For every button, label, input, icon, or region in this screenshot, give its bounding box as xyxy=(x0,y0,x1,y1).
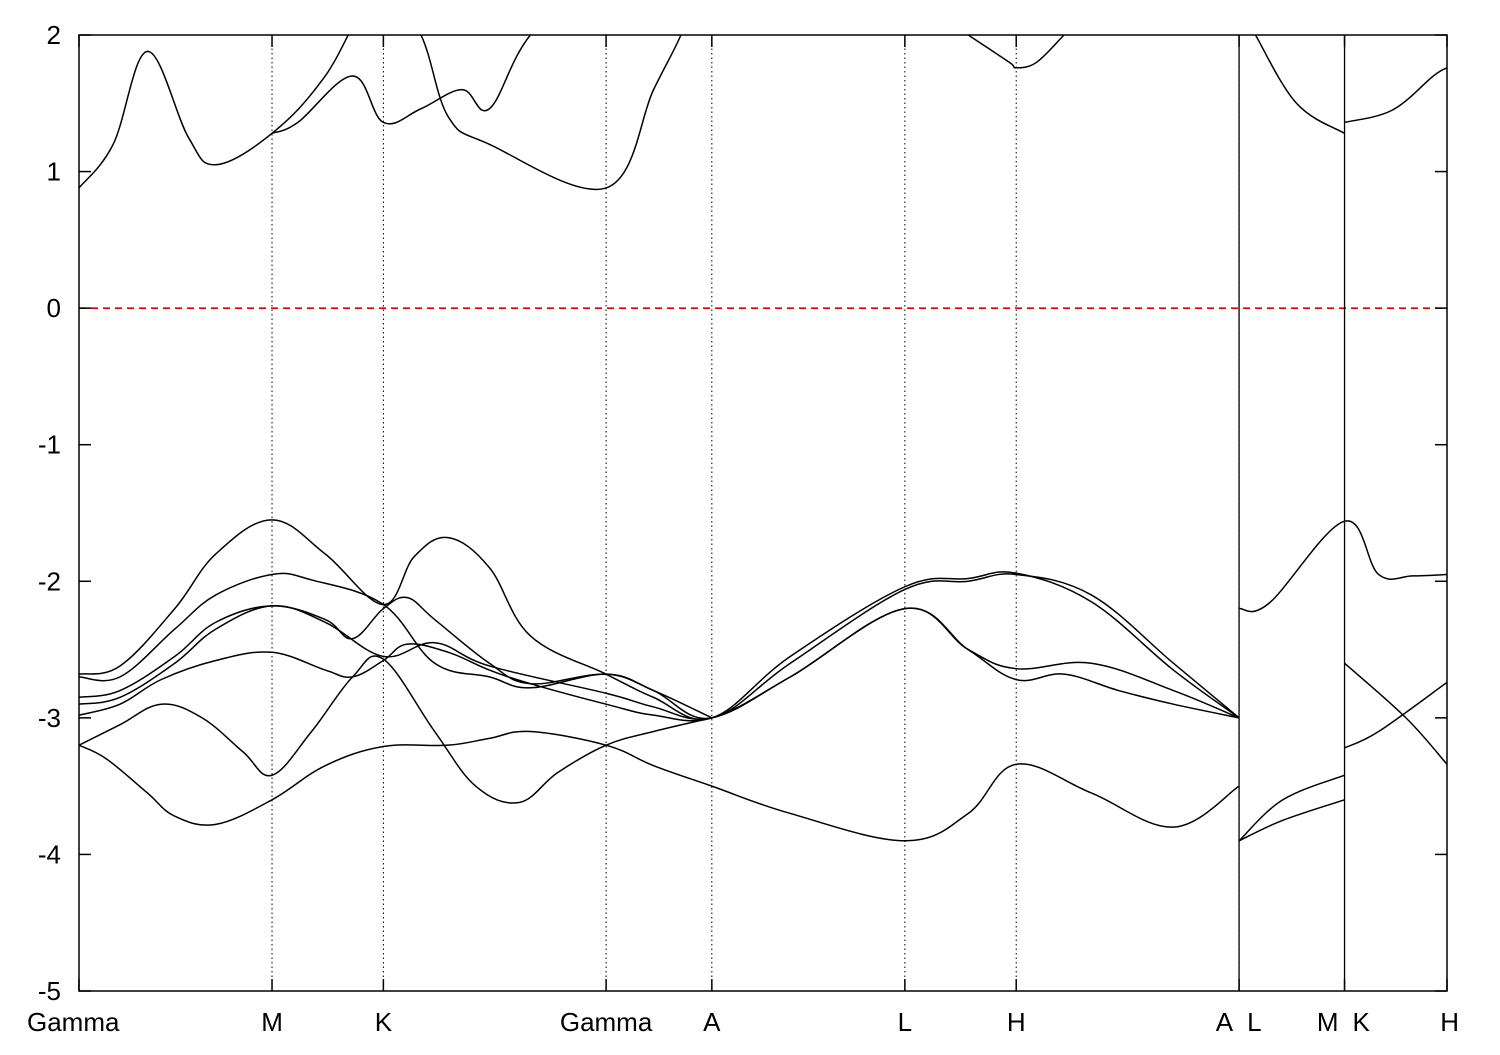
band-line-7-0 xyxy=(79,35,682,191)
x-tick-label: A xyxy=(703,1007,721,1037)
y-tick-label: -5 xyxy=(38,976,61,1006)
x-tick-label: M xyxy=(1317,1007,1339,1037)
plot-frame xyxy=(78,34,1448,992)
x-tick-label: H xyxy=(1007,1007,1026,1037)
band-line-10-0 xyxy=(1238,520,1447,613)
x-tick-label: L xyxy=(898,1007,912,1037)
band-line-8-0 xyxy=(271,35,532,135)
y-tick-label: 0 xyxy=(47,293,61,323)
y-tick-label: -4 xyxy=(38,839,61,869)
x-tick-label: Gamma xyxy=(27,1007,120,1037)
axis-layer xyxy=(78,34,1448,992)
band-line-12-0 xyxy=(1238,799,1345,842)
x-tick-label: K xyxy=(1353,1007,1371,1037)
band-line-9-0 xyxy=(967,35,1065,69)
x-tick-label: H xyxy=(1440,1007,1459,1037)
y-tick-label: 2 xyxy=(47,20,61,50)
band-line-13-0 xyxy=(1254,35,1345,134)
band-line-12-1 xyxy=(1344,662,1447,765)
x-tick-label: A xyxy=(1216,1007,1234,1037)
y-tick-label: -1 xyxy=(38,430,61,460)
band-line-13-1 xyxy=(1344,67,1447,124)
band-line-6-0 xyxy=(79,519,1240,721)
band-line-3-0 xyxy=(79,605,1240,720)
x-tick-label: Gamma xyxy=(560,1007,653,1037)
band-line-0-0 xyxy=(79,730,1240,842)
band-line-5-0 xyxy=(79,572,1240,720)
grid-layer xyxy=(271,35,1346,991)
y-tick-label: 1 xyxy=(47,157,61,187)
x-tick-label: L xyxy=(1247,1007,1261,1037)
band-line-11-1 xyxy=(1344,681,1447,749)
series-layer xyxy=(79,35,1447,842)
x-tick-label: M xyxy=(261,1007,283,1037)
x-tick-label: K xyxy=(375,1007,393,1037)
band-line-1-0 xyxy=(79,655,713,804)
band-line-11-0 xyxy=(1238,774,1345,842)
y-tick-label: -3 xyxy=(38,703,61,733)
y-tick-label: -2 xyxy=(38,566,61,596)
band-line-2-0 xyxy=(79,607,1240,722)
